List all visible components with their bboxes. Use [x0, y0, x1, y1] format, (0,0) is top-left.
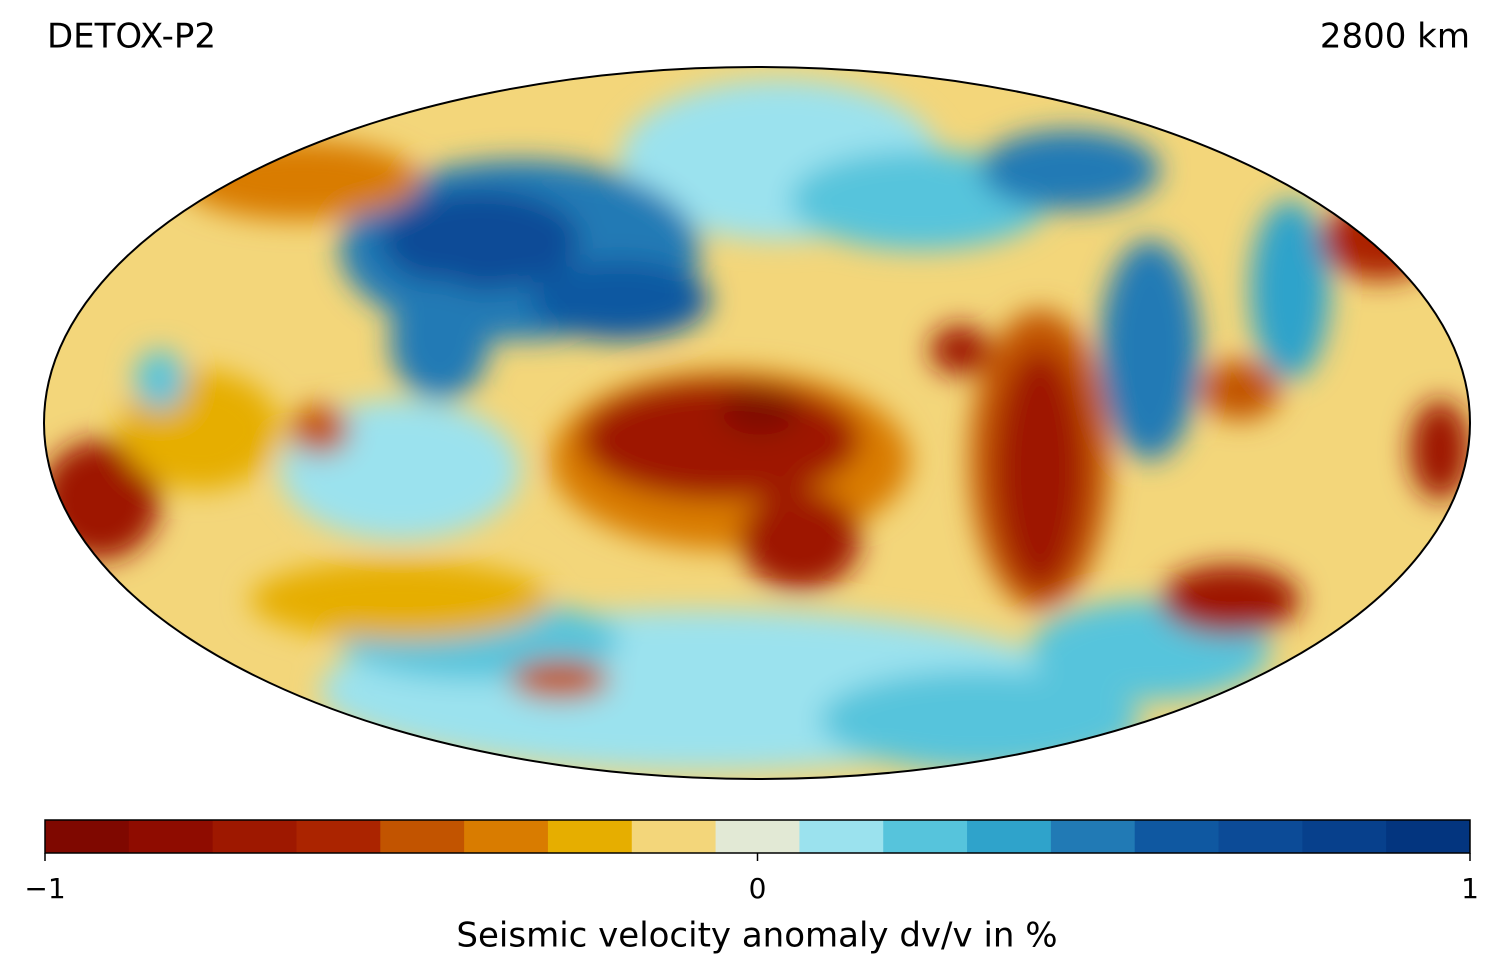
colorbar-segment: [883, 820, 968, 853]
colorbar-segment: [45, 820, 130, 853]
map-field: [44, 67, 1470, 779]
colorbar-segment: [1134, 820, 1220, 853]
colorbar-tick-label: −1: [24, 872, 65, 905]
colorbar-segment: [1050, 820, 1136, 853]
colorbar-segment: [380, 820, 465, 853]
colorbar-segment: [1302, 820, 1387, 853]
colorbar-segment: [128, 820, 214, 853]
colorbar-segment: [1218, 820, 1303, 853]
colorbar-segment: [464, 820, 549, 853]
colorbar-segment: [715, 820, 800, 853]
colorbar-segment: [967, 820, 1052, 853]
colorbar-label: Seismic velocity anomaly dv/v in %: [456, 916, 1057, 956]
colorbar-segment: [547, 820, 633, 853]
depth-label: 2800 km: [1320, 17, 1470, 57]
colorbar-tick-label: 1: [1461, 872, 1479, 905]
title: DETOX-P2: [47, 17, 216, 57]
colorbar: [45, 820, 1471, 853]
colorbar-segment: [1386, 820, 1471, 853]
colorbar-segment: [296, 820, 381, 853]
colorbar-segment: [799, 820, 884, 853]
colorbar-tick-label: 0: [749, 872, 767, 905]
colorbar-segment: [631, 820, 717, 853]
map-outline: [43, 66, 1471, 780]
colorbar-segment: [212, 820, 297, 853]
